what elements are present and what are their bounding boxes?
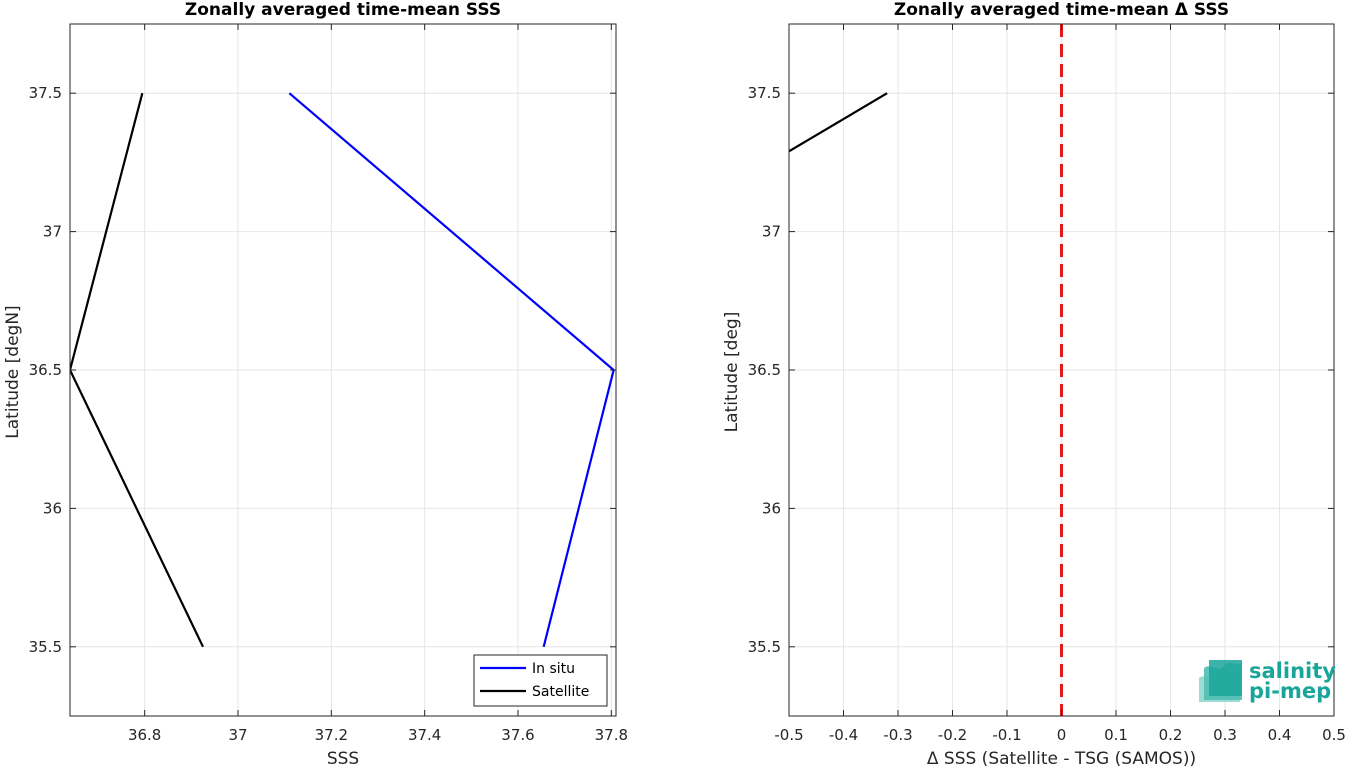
x-axis-label: SSS: [327, 749, 359, 769]
plot-data: [789, 24, 1063, 716]
y-tick-label: 36.5: [29, 361, 62, 379]
x-tick-label: 37.6: [501, 726, 534, 744]
y-tick-label: 35.5: [29, 638, 62, 656]
delta-sss-panel: -0.5 -0.4 -0.3 -0.2 -0.1 0 0.1 0.2 0.3 0.4 0.5 35.5…: [722, 0, 1346, 769]
chart-title: Zonally averaged time-mean Δ SSS: [894, 0, 1229, 20]
x-tick-label: 0.4: [1268, 726, 1292, 744]
y-tick-label: 37.5: [748, 84, 781, 102]
x-axis-label: Δ SSS (Satellite - TSG (SAMOS)): [927, 749, 1196, 769]
x-tick-label: 36.8: [128, 726, 161, 744]
x-tick-label: -0.5: [774, 726, 803, 744]
x-tick-label: 0.1: [1104, 726, 1128, 744]
salinity-pi-mep-logo: salinity pi-mep: [1199, 659, 1336, 703]
x-tick-label: 0.2: [1159, 726, 1183, 744]
x-tick-label: -0.4: [829, 726, 858, 744]
x-tick-label: 37.8: [595, 726, 628, 744]
x-tick-label: 37: [228, 726, 247, 744]
series-line-0: [789, 92, 888, 153]
x-tick-label: 37.4: [408, 726, 441, 744]
y-tick-label: 36: [43, 499, 62, 517]
sss-panel: 36.8 37 37.2 37.4 37.6 37.8 35.5 36 36.5 37 37.5 Zo…: [3, 0, 628, 769]
y-tick-label: 37.5: [29, 84, 62, 102]
y-tick-label: 37: [43, 223, 62, 241]
y-axis-label: Latitude [deg]: [722, 312, 742, 433]
logo-waves-icon: [1199, 660, 1242, 702]
y-tick-label: 37: [762, 223, 781, 241]
x-tick-label: 0.3: [1213, 726, 1237, 744]
x-tick-label: -0.2: [938, 726, 967, 744]
y-tick-label: 36.5: [748, 361, 781, 379]
legend-box: [473, 654, 608, 707]
y-axis-label: Latitude [degN]: [3, 305, 23, 438]
x-tick-label: -0.3: [883, 726, 912, 744]
x-tick-label: 0: [1057, 726, 1067, 744]
y-tick-label: 35.5: [748, 638, 781, 656]
legend-entry: Satellite: [532, 684, 589, 700]
logo-line1: salinity: [1249, 659, 1336, 683]
series-line-satellite: [70, 92, 204, 648]
logo-line2: pi-mep: [1249, 679, 1331, 703]
legend-entry: In situ: [532, 661, 575, 677]
x-tick-label: -0.1: [992, 726, 1021, 744]
x-tick-label: 37.2: [315, 726, 348, 744]
y-tick-label: 36: [762, 499, 781, 517]
x-tick-label: 0.5: [1322, 726, 1346, 744]
chart-title: Zonally averaged time-mean SSS: [185, 0, 501, 20]
